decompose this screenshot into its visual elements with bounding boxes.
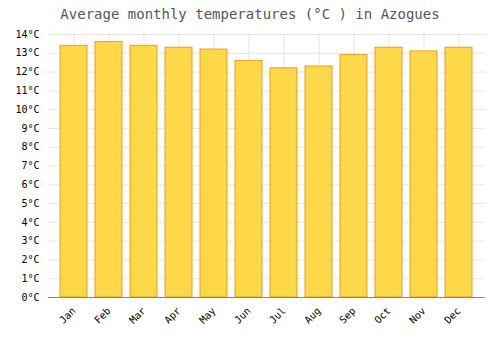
svg-text:5°C: 5°C [21, 198, 39, 209]
svg-text:Sep: Sep [337, 305, 358, 326]
svg-text:13°C: 13°C [15, 47, 39, 58]
svg-text:10°C: 10°C [15, 104, 39, 115]
svg-text:8°C: 8°C [21, 141, 39, 152]
svg-text:4°C: 4°C [21, 217, 39, 228]
svg-text:6°C: 6°C [21, 179, 39, 190]
svg-text:0°C: 0°C [21, 292, 39, 303]
svg-text:Apr: Apr [162, 305, 183, 326]
svg-text:9°C: 9°C [21, 123, 39, 134]
svg-text:14°C: 14°C [15, 29, 39, 40]
svg-text:2°C: 2°C [21, 254, 39, 265]
svg-text:Jan: Jan [57, 305, 78, 326]
svg-text:7°C: 7°C [21, 160, 39, 171]
svg-text:Oct: Oct [372, 305, 393, 326]
svg-text:Mar: Mar [127, 305, 148, 326]
svg-text:May: May [197, 305, 218, 326]
svg-text:Jul: Jul [267, 305, 288, 326]
svg-text:3°C: 3°C [21, 235, 39, 246]
svg-text:Feb: Feb [92, 305, 113, 326]
svg-text:Jun: Jun [232, 305, 253, 326]
svg-text:1°C: 1°C [21, 273, 39, 284]
svg-text:11°C: 11°C [15, 85, 39, 96]
svg-text:12°C: 12°C [15, 66, 39, 77]
svg-text:Nov: Nov [407, 305, 428, 326]
svg-text:Aug: Aug [302, 305, 323, 326]
svg-text:Dec: Dec [442, 305, 463, 326]
html-text:Average monthly temperatures (: Average monthly temperatures (°C ) in Az… [60, 6, 440, 22]
